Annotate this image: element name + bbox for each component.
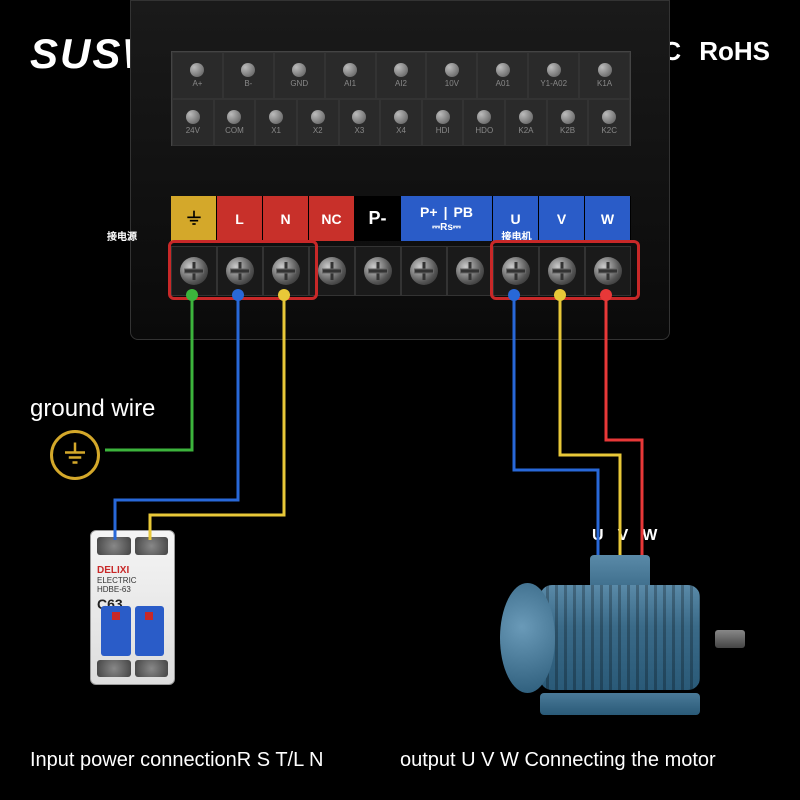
label-Pplus-PB: P+|PB ⎓Rs⎓ (401, 196, 493, 241)
caption-output: output U V W Connecting the motor (400, 749, 716, 772)
signal-terminal: X2 (297, 99, 339, 146)
signal-terminal: K2A (505, 99, 547, 146)
signal-terminal: A+ (172, 52, 223, 99)
signal-terminal: 10V (426, 52, 477, 99)
signal-terminal: B- (223, 52, 274, 99)
vfd-unit: A+B-GNDAI1AI210VA01Y1-A02K1A 24VCOMX1X2X… (130, 0, 670, 340)
signal-terminal: A01 (477, 52, 528, 99)
ground-icon (50, 430, 100, 480)
breaker-brand: DELIXI (97, 565, 168, 576)
power-terminal-block (171, 246, 631, 296)
signal-terminal: K1A (579, 52, 630, 99)
signal-terminal: AI1 (325, 52, 376, 99)
signal-terminal: 24V (172, 99, 214, 146)
circuit-breaker: DELIXI ELECTRIC HDBE-63 C63 (90, 530, 175, 685)
signal-terminal-block: A+B-GNDAI1AI210VA01Y1-A02K1A 24VCOMX1X2X… (171, 51, 631, 146)
signal-terminal: HDI (422, 99, 464, 146)
motor: U V W (500, 555, 730, 715)
signal-terminal: X3 (339, 99, 381, 146)
signal-terminal: HDO (463, 99, 505, 146)
label-N: N (263, 196, 309, 241)
signal-terminal: X1 (255, 99, 297, 146)
label-NC: NC 接电源 (309, 196, 355, 241)
signal-terminal: X4 (380, 99, 422, 146)
cert-rohs: RoHS (699, 36, 770, 67)
power-label-strip: L N NC 接电源 P- P+|PB ⎓Rs⎓ U V 接电机 W (171, 196, 631, 241)
signal-terminal: K2B (547, 99, 589, 146)
signal-terminal: GND (274, 52, 325, 99)
signal-terminal: K2C (588, 99, 630, 146)
caption-input: Input power connectionR S T/L N (30, 749, 324, 772)
signal-terminal: COM (214, 99, 256, 146)
signal-terminal: AI2 (376, 52, 427, 99)
label-V: V 接电机 (539, 196, 585, 241)
motor-terminal-labels: U V W (592, 527, 657, 545)
ground-wire-label: ground wire (30, 395, 155, 423)
signal-terminal: Y1-A02 (528, 52, 579, 99)
label-Pminus: P- (355, 196, 401, 241)
